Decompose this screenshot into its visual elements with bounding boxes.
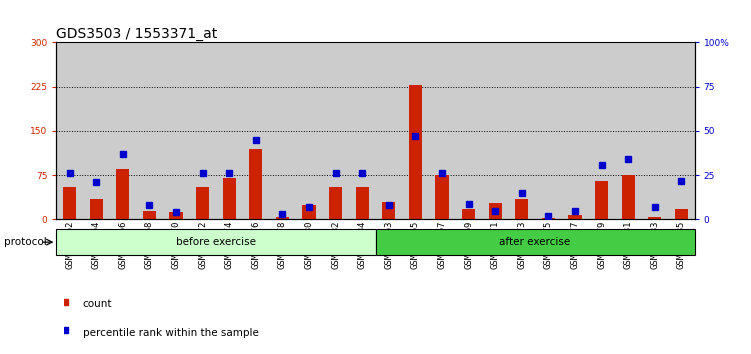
Bar [588,42,615,219]
Bar [376,42,402,219]
Bar [110,42,136,219]
Bar [89,199,103,219]
Bar [648,217,662,219]
Bar [382,202,396,219]
Bar [63,187,77,219]
Bar [56,42,83,219]
Text: count: count [83,299,112,309]
Bar [56,229,376,255]
Bar [189,42,216,219]
Bar [482,42,508,219]
Bar [116,169,129,219]
Bar [376,229,695,255]
Bar [615,42,641,219]
Bar [674,209,688,219]
Bar [462,209,475,219]
Bar [622,175,635,219]
Bar [269,42,296,219]
Bar [329,187,342,219]
Text: percentile rank within the sample: percentile rank within the sample [83,328,258,338]
Bar [641,42,668,219]
Bar [216,42,243,219]
Bar [196,187,210,219]
Bar [515,199,529,219]
Text: protocol: protocol [4,237,47,247]
Bar [402,42,429,219]
Bar [569,215,581,219]
Bar [303,205,315,219]
Bar [436,175,448,219]
Bar [276,217,289,219]
Text: before exercise: before exercise [176,237,256,247]
Bar [489,203,502,219]
Bar [222,178,236,219]
Bar [322,42,349,219]
Bar [535,42,562,219]
Bar [455,42,482,219]
Bar [668,42,695,219]
Bar [249,149,262,219]
Bar [541,218,555,219]
Bar [595,181,608,219]
Bar [143,211,156,219]
Bar [562,42,588,219]
Bar [83,42,110,219]
Bar [136,42,163,219]
Bar [296,42,322,219]
Bar [170,212,182,219]
Bar [409,85,422,219]
Bar [243,42,269,219]
Text: after exercise: after exercise [499,237,571,247]
Bar [163,42,189,219]
Bar [355,187,369,219]
Bar [349,42,376,219]
Text: GDS3503 / 1553371_at: GDS3503 / 1553371_at [56,28,218,41]
Bar [429,42,455,219]
Bar [508,42,535,219]
